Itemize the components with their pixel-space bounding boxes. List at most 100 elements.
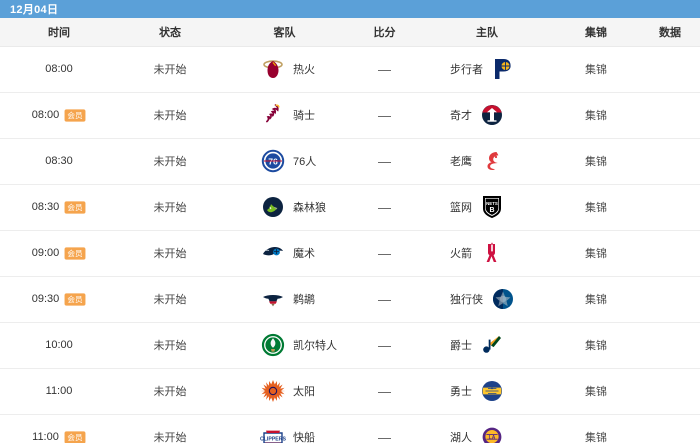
vip-badge[interactable]: 会员 [64,200,86,214]
highlight-link[interactable]: 集锦 [585,64,607,76]
cell-highlight[interactable]: 集锦 [552,229,640,276]
time-wrap: 09:00 会员 [0,246,118,260]
cell-data[interactable] [640,321,700,368]
cell-highlight[interactable]: 集锦 [552,321,640,368]
cell-away-team[interactable]: 凯尔特人 [222,321,347,368]
away-team[interactable]: CLIPPERS 快船 [222,424,347,443]
cell-state: 未开始 [118,367,222,414]
cell-data[interactable] [640,137,700,184]
column-header-data: 数据 [640,18,700,47]
score-value: — [378,291,391,307]
cell-home-team[interactable]: 篮网 NETS B [422,183,552,230]
cell-data[interactable] [640,46,700,92]
cell-data[interactable] [640,91,700,138]
cell-home-team[interactable]: 独行侠 [422,275,552,322]
score-value: — [378,61,391,77]
cell-highlight[interactable]: 集锦 [552,275,640,322]
cell-home-team[interactable]: 步行者 [422,46,552,92]
highlight-link[interactable]: 集锦 [585,202,607,214]
cell-home-team[interactable]: 老鹰 [422,137,552,184]
cell-highlight[interactable]: 集锦 [552,367,640,414]
cell-away-team[interactable]: 森林狼 [222,183,347,230]
home-team[interactable]: 独行侠 [422,286,552,312]
cell-away-team[interactable]: 骑士 [222,91,347,138]
cell-highlight[interactable]: 集锦 [552,46,640,92]
cell-highlight[interactable]: 集锦 [552,183,640,230]
cell-state: 未开始 [118,137,222,184]
table-header: 时间 状态 客队 比分 主队 集锦 数据 [0,18,700,47]
highlight-link[interactable]: 集锦 [585,248,607,260]
cavaliers-logo [260,102,286,128]
cell-away-team[interactable]: 热火 [222,46,347,92]
cell-away-team[interactable]: 76 76人 [222,137,347,184]
cell-away-team[interactable]: CLIPPERS 快船 [222,413,347,443]
home-team[interactable]: 老鹰 [422,148,552,174]
home-team[interactable]: 步行者 [422,56,552,82]
away-team[interactable]: 魔术 [222,240,347,266]
home-team[interactable]: 爵士 [422,332,552,358]
home-team[interactable]: 勇士 [422,378,552,404]
home-team-name: 爵士 [450,340,472,352]
cell-home-team[interactable]: 湖人 LA [422,413,552,443]
table-row[interactable]: 11:00 会员 未开始 CLIPPERS 快船 — 湖人 LA 集锦 [0,413,700,443]
away-team[interactable]: 热火 [222,56,347,82]
away-team[interactable]: 凯尔特人 [222,332,347,358]
highlight-link[interactable]: 集锦 [585,386,607,398]
away-team[interactable]: 太阳 [222,378,347,404]
away-team-name: 太阳 [293,386,315,398]
home-team[interactable]: 湖人 LA [422,424,552,443]
cell-data[interactable] [640,367,700,414]
home-team[interactable]: 篮网 NETS B [422,194,552,220]
game-time: 11:00 [32,431,59,443]
cell-home-team[interactable]: 奇才 [422,91,552,138]
away-team-name: 76人 [293,156,317,168]
away-team[interactable]: 76 76人 [222,148,347,174]
cell-highlight[interactable]: 集锦 [552,91,640,138]
highlight-link[interactable]: 集锦 [585,432,607,443]
cell-data[interactable] [640,275,700,322]
cell-away-team[interactable]: 鹈鹕 [222,275,347,322]
highlight-link[interactable]: 集锦 [585,110,607,122]
vip-badge[interactable]: 会员 [64,108,86,122]
cell-home-team[interactable]: 火箭 [422,229,552,276]
svg-text:NETS: NETS [486,201,498,206]
cell-data[interactable] [640,229,700,276]
highlight-link[interactable]: 集锦 [585,294,607,306]
highlight-link[interactable]: 集锦 [585,156,607,168]
cell-data[interactable] [640,183,700,230]
cell-time: 09:30 会员 [0,275,118,322]
clippers-logo: CLIPPERS [260,424,286,443]
table-row[interactable]: 09:00 会员 未开始 魔术 — 火箭 集锦 [0,229,700,276]
home-team-name: 火箭 [450,248,472,260]
away-team[interactable]: 鹈鹕 [222,286,347,312]
vip-badge[interactable]: 会员 [64,292,86,306]
home-team[interactable]: 火箭 [422,240,552,266]
cell-highlight[interactable]: 集锦 [552,137,640,184]
home-team-name: 勇士 [450,386,472,398]
cell-score: — [347,91,422,138]
cell-home-team[interactable]: 勇士 [422,367,552,414]
table-row[interactable]: 08:00 会员 未开始 骑士 — 奇才 集锦 [0,91,700,138]
away-team[interactable]: 森林狼 [222,194,347,220]
cell-away-team[interactable]: 太阳 [222,367,347,414]
home-team[interactable]: 奇才 [422,102,552,128]
cell-highlight[interactable]: 集锦 [552,413,640,443]
cell-home-team[interactable]: 爵士 [422,321,552,368]
table-row[interactable]: 09:30 会员 未开始 鹈鹕 — 独行侠 集锦 [0,275,700,322]
cell-state: 未开始 [118,321,222,368]
highlight-link[interactable]: 集锦 [585,340,607,352]
vip-badge[interactable]: 会员 [64,431,86,443]
game-time: 08:30 [45,155,73,167]
games-table: 时间 状态 客队 比分 主队 集锦 数据 08:00会员未开始热火—步行者集锦0… [0,18,700,443]
cell-data[interactable] [640,413,700,443]
vip-badge[interactable]: 会员 [64,246,86,260]
away-team[interactable]: 骑士 [222,102,347,128]
game-status: 未开始 [153,340,187,352]
cell-away-team[interactable]: 魔术 [222,229,347,276]
table-row[interactable]: 08:30 会员 未开始 森林狼 — 篮网 NETS B 集锦 [0,183,700,230]
away-team-name: 凯尔特人 [293,340,337,352]
